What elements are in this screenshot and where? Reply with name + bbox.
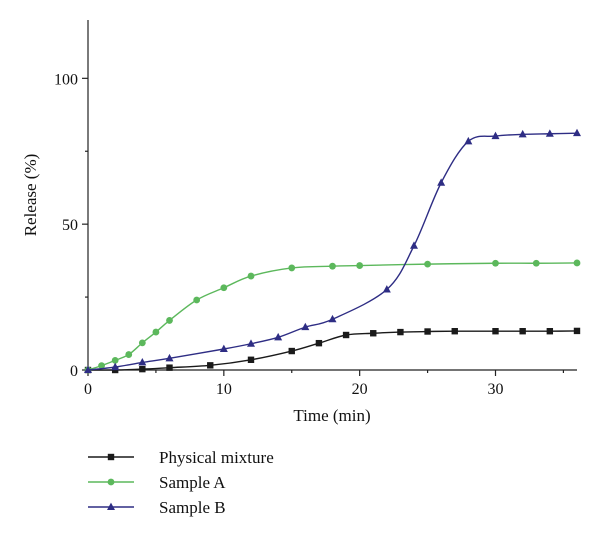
series-line (87, 132, 578, 371)
axis-ticks: 0 10 20 30 0 50 100 (54, 71, 565, 398)
data-point (397, 328, 404, 336)
series-sample-a (84, 259, 581, 374)
data-point (532, 259, 540, 267)
data-point (301, 322, 310, 331)
data-point (492, 259, 499, 267)
plot-area: 0 10 20 30 0 50 100 (54, 20, 581, 398)
data-point (424, 328, 431, 335)
legend-label: Sample A (159, 473, 226, 492)
data-point (464, 136, 473, 145)
data-point (165, 353, 174, 362)
data-point (492, 328, 499, 335)
legend-label: Physical mixture (159, 448, 274, 467)
data-point (166, 364, 173, 371)
data-point (219, 344, 228, 352)
legend-label: Sample B (159, 498, 226, 517)
data-point (491, 131, 500, 140)
legend-item-sample-a: Sample A (88, 473, 226, 492)
series-sample-b (84, 128, 581, 373)
data-point (356, 262, 364, 269)
data-point (138, 358, 147, 366)
data-point (247, 272, 255, 280)
data-point (193, 296, 201, 304)
y-tick-label: 0 (70, 363, 78, 380)
data-point (138, 339, 146, 347)
legend-item-physical-mixture: Physical mixture (88, 448, 274, 467)
data-point (451, 328, 458, 335)
data-point (342, 331, 350, 339)
data-point (247, 356, 255, 363)
data-point (573, 128, 581, 137)
data-point (274, 332, 283, 341)
data-point (98, 362, 105, 370)
data-point (545, 129, 554, 137)
legend-marker (107, 453, 115, 461)
data-point (288, 347, 295, 355)
data-point (139, 365, 146, 373)
data-point (329, 262, 336, 270)
y-axis-title: Release (%) (21, 154, 40, 237)
series-line (87, 330, 578, 371)
data-point (546, 328, 554, 335)
y-tick-label: 50 (62, 217, 78, 234)
data-point (328, 314, 337, 323)
legend-item-sample-b: Sample B (88, 498, 226, 517)
data-point (166, 317, 173, 324)
data-point (288, 264, 296, 272)
x-tick-label: 10 (216, 381, 232, 398)
data-point (111, 356, 119, 364)
data-point (573, 327, 581, 335)
legend-marker (107, 478, 115, 486)
data-point (382, 285, 391, 293)
data-point (125, 351, 133, 358)
data-point (437, 178, 446, 186)
data-point (152, 328, 160, 336)
data-point (518, 129, 527, 138)
legend: Physical mixture Sample A Sample B (88, 448, 274, 517)
data-point (519, 328, 526, 335)
data-point (370, 330, 377, 337)
data-point (573, 259, 581, 267)
x-tick-label: 0 (84, 381, 92, 398)
data-point (410, 241, 418, 249)
data-point (111, 362, 120, 371)
data-point (315, 339, 323, 347)
legend-marker (107, 502, 115, 510)
y-tick-label: 100 (54, 71, 78, 88)
data-point (247, 339, 255, 347)
data-point (220, 284, 228, 292)
data-point (207, 362, 214, 369)
x-axis-title: Time (min) (293, 406, 370, 425)
data-point (84, 365, 92, 373)
data-series (84, 128, 581, 374)
data-point (424, 260, 431, 268)
x-tick-label: 30 (488, 381, 504, 398)
x-tick-label: 20 (352, 381, 368, 398)
series-physical-mixture (84, 327, 581, 374)
